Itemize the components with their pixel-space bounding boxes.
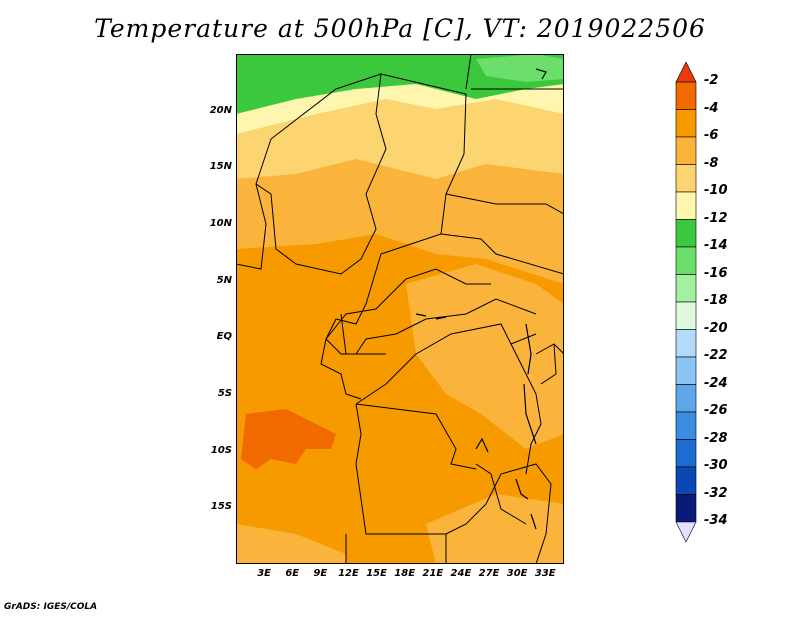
lat-tick-label: 5S [217, 388, 232, 399]
grads-credit: GrADS: IGES/COLA [4, 602, 98, 612]
colorbar-label: -18 [704, 293, 728, 308]
colorbar-label: -2 [704, 73, 719, 88]
colorbar-label: -26 [704, 403, 728, 418]
colorbar-label: -24 [704, 375, 728, 391]
colorbar-swatch [675, 411, 697, 440]
lat-tick-label: 15S [210, 501, 232, 513]
lon-tick-label: 30E [506, 568, 528, 579]
lakes [415, 68, 547, 530]
field-central-8 [406, 264, 564, 449]
colorbar-swatch [675, 356, 697, 385]
lon-tick-label: 33E [534, 568, 556, 579]
lon-tick-label: 27E [478, 568, 500, 579]
lat-tick-label: 5N [216, 274, 232, 286]
colorbar-label: -14 [704, 238, 728, 253]
colorbar-swatch [675, 191, 697, 220]
lon-tick-label: 21E [422, 568, 444, 579]
colorbar-swatch [675, 164, 697, 193]
field-south-8 [426, 494, 564, 564]
colorbar-label: -4 [704, 100, 719, 116]
lat-tick-label: 15N [209, 161, 232, 173]
colorbar-swatch [675, 136, 697, 165]
colorbar-swatch [675, 494, 697, 523]
colorbar-label: -10 [704, 183, 728, 198]
colorbar-label: -34 [704, 513, 728, 528]
lat-tick-label: 10S [210, 444, 232, 456]
colorbar-label: -12 [704, 210, 728, 226]
lat-tick-label: 10N [209, 218, 232, 229]
colorbar-swatch [675, 301, 697, 330]
colorbar-swatch [675, 329, 697, 358]
lon-tick-label: 3E [257, 568, 271, 579]
colorbar-label: -32 [704, 485, 728, 501]
colorbar-label: -22 [704, 348, 728, 363]
colorbar-swatch [675, 274, 697, 303]
lon-tick-label: 9E [313, 568, 328, 579]
lon-tick-label: 15E [366, 568, 387, 579]
map-canvas [236, 54, 564, 564]
colorbar-swatch [675, 219, 697, 248]
colorbar-label: -30 [704, 458, 728, 473]
field-band-16 [476, 54, 564, 82]
colorbar-label: -6 [704, 128, 719, 143]
lon-tick-label: 6E [285, 568, 300, 579]
colorbar-swatch [675, 109, 697, 138]
colorbar-swatches [675, 61, 697, 543]
lon-tick-label: 24E [450, 568, 472, 579]
lat-tick-label: EQ [216, 331, 232, 343]
lon-tick-label: 12E [338, 568, 359, 579]
temperature-map [236, 54, 564, 564]
colorbar-swatch [675, 466, 697, 495]
colorbar-swatch [675, 81, 697, 110]
chart-title: Temperature at 500hPa [C], VT: 201902250… [94, 14, 706, 43]
field-warm-patch [241, 409, 336, 469]
colorbar-swatch [675, 246, 697, 275]
map-frame [236, 54, 564, 564]
lon-tick-label: 18E [394, 568, 416, 579]
colorbar-label: -28 [704, 430, 728, 446]
colorbar: -2 -4 -6 -8 -10 -12 -14 -16 -18 -20 -22 -24 -26 -28 -3… [672, 60, 792, 560]
colorbar-label: -20 [704, 320, 728, 336]
colorbar-swatch [675, 439, 697, 468]
field-southwest-8 [236, 524, 346, 564]
country-borders [236, 54, 564, 564]
colorbar-label: -16 [704, 265, 728, 281]
colorbar-top-arrow [675, 61, 697, 83]
colorbar-label: -8 [704, 155, 719, 171]
colorbar-bottom-arrow [675, 521, 697, 543]
colorbar-swatch [675, 384, 697, 413]
lat-tick-label: 20N [209, 104, 232, 116]
